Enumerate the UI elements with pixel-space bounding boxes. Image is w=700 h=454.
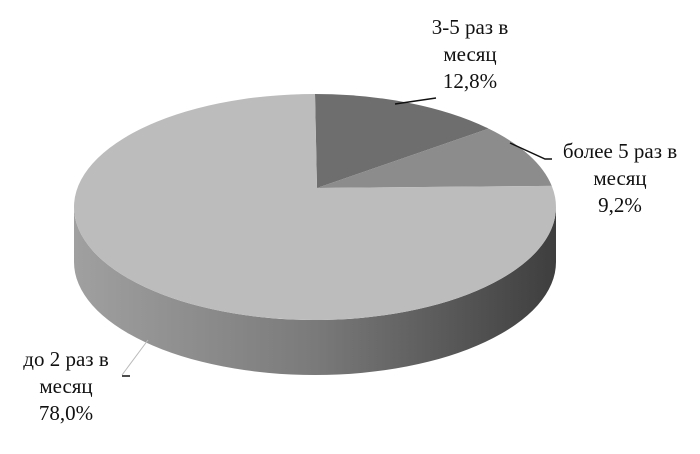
leader-line-more-5: [509, 142, 552, 160]
leader-line-up-to-2: [121, 339, 149, 376]
label-line: месяц: [39, 374, 93, 398]
pie-slice-1: [317, 128, 552, 188]
pie-side-wall: [74, 207, 556, 375]
label-line: месяц: [593, 166, 647, 190]
value-label: 12,8%: [442, 69, 498, 93]
label-line: более 5 раз в: [562, 139, 678, 163]
value-label: 9,2%: [598, 193, 642, 217]
pie-slice-2: [73, 94, 556, 320]
data-label-3-5: 3-5 раз в месяц 12,8%: [405, 14, 535, 95]
data-label-more-5: более 5 раз в месяц 9,2%: [545, 138, 695, 219]
label-line: до 2 раз в: [23, 347, 109, 371]
data-label-up-to-2: до 2 раз в месяц 78,0%: [6, 346, 126, 427]
leader-line-3-5: [394, 97, 437, 105]
label-line: месяц: [443, 42, 497, 66]
label-line: 3-5 раз в: [431, 15, 509, 39]
pie-slice-0: [315, 94, 489, 188]
value-label: 78,0%: [38, 401, 94, 425]
